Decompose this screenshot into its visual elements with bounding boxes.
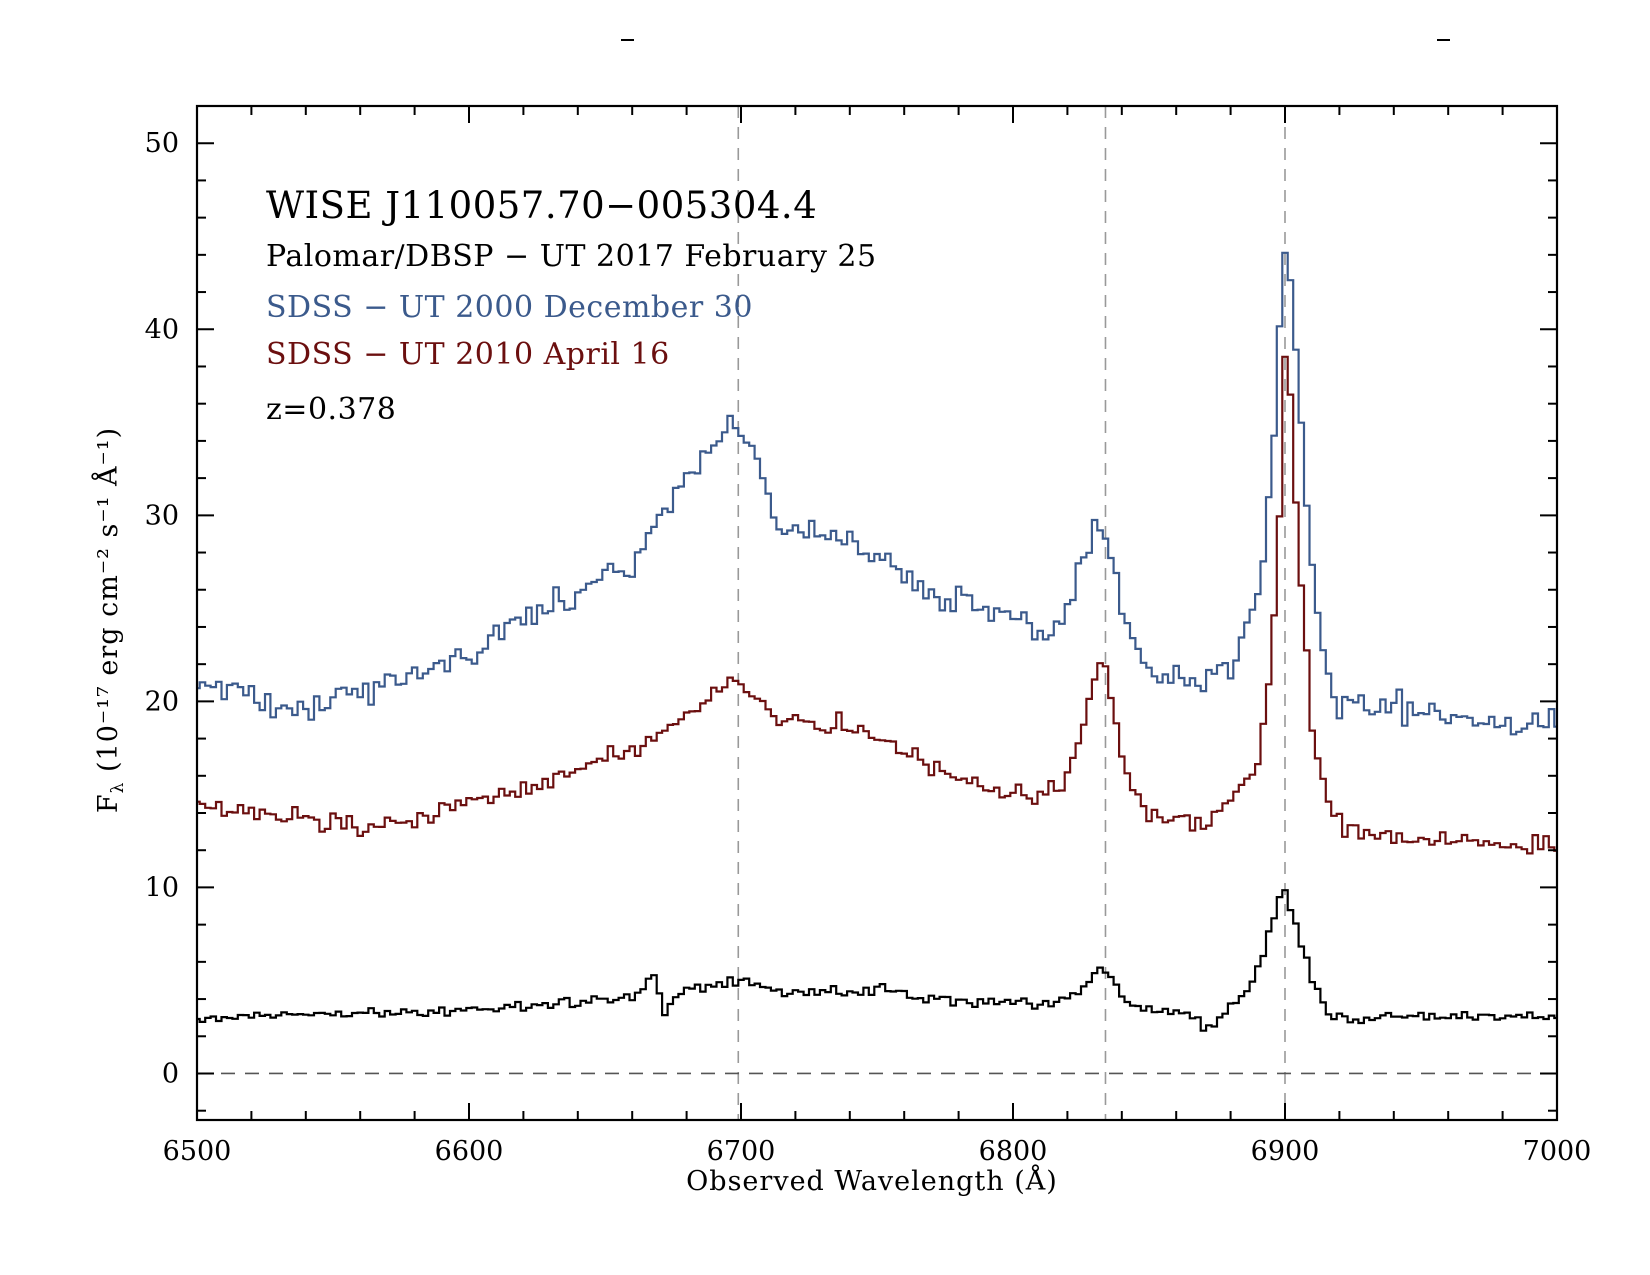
- spectra-series: [197, 251, 1557, 1032]
- y-axis-label-units: (10⁻¹⁷ erg cm⁻² s⁻¹ Å⁻¹): [91, 427, 124, 782]
- x-tick-label-6900: 6900: [1251, 1136, 1320, 1167]
- x-axis-label: Observed Wavelength (Å): [686, 1164, 1058, 1197]
- series-line-palomar: [197, 889, 1557, 1032]
- plot-frame: [195, 104, 1559, 1122]
- y-tick-label-30: 30: [145, 500, 179, 531]
- x-tick-label-6600: 6600: [435, 1136, 504, 1167]
- vertical-guide-lines: [737, 106, 1286, 1120]
- y-tick-label-50: 50: [145, 128, 179, 159]
- redshift-annotation: z=0.378: [266, 392, 396, 427]
- y-tick-label-10: 10: [145, 872, 179, 903]
- y-tick-label-20: 20: [145, 686, 179, 717]
- x-tick-label-6800: 6800: [979, 1136, 1048, 1167]
- y-axis-label-main: F: [93, 793, 124, 813]
- x-tick-labels: 6500 6600 6700 6800 6900 7000: [163, 1136, 1592, 1167]
- series-line-sdss_2010: [197, 355, 1557, 855]
- legend-entry-sdss-2000: SDSS − UT 2000 December 30: [266, 290, 753, 325]
- y-axis-label-subscript: λ: [108, 782, 128, 794]
- y-tick-label-40: 40: [145, 314, 179, 345]
- series-line-sdss_2000: [197, 251, 1557, 736]
- x-tick-label-6700: 6700: [707, 1136, 776, 1167]
- chart-title: WISE J110057.70−005304.4: [266, 184, 817, 227]
- x-tick-label-6500: 6500: [163, 1136, 232, 1167]
- legend-entry-palomar: Palomar/DBSP − UT 2017 February 25: [266, 239, 877, 274]
- y-tick-label-0: 0: [162, 1058, 179, 1089]
- y-tick-labels: 0 10 20 30 40 50: [145, 128, 179, 1089]
- y-axis-label: Fλ (10⁻¹⁷ erg cm⁻² s⁻¹ Å⁻¹): [91, 427, 128, 813]
- x-tick-label-7000: 7000: [1523, 1136, 1592, 1167]
- axis-ticks: [196, 105, 1558, 1120]
- legend-entry-sdss-2010: SDSS − UT 2010 April 16: [266, 337, 670, 372]
